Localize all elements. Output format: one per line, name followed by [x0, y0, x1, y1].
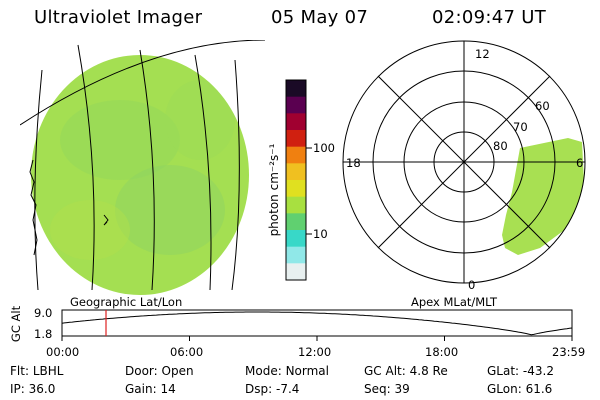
info-gc-alt: GC Alt: 4.8 Re	[364, 364, 448, 378]
colorbar-swatch	[286, 163, 306, 181]
mlt-label-0: 0	[468, 278, 476, 292]
mlat-label-80: 80	[493, 139, 508, 153]
info-seq: Seq: 39	[364, 382, 410, 396]
info-ip: IP: 36.0	[10, 382, 56, 396]
info-door: Door: Open	[125, 364, 194, 378]
altitude-xtick-1800: 18:00	[425, 345, 459, 359]
altitude-ylabel: GC Alt	[9, 305, 23, 343]
colorbar-gradient	[286, 80, 306, 281]
altitude-xtick-0600: 06:00	[170, 345, 204, 359]
colorbar-swatch	[286, 213, 306, 231]
colorbar-unit-label: photon cm⁻²s⁻¹	[267, 143, 281, 237]
disk-texture	[50, 80, 235, 260]
altitude-curve	[61, 311, 573, 336]
mlat-label-70: 70	[513, 120, 528, 134]
colorbar-swatch	[286, 263, 306, 281]
colorbar-swatch	[286, 196, 306, 214]
left-panel-caption: Geographic Lat/Lon	[70, 295, 183, 309]
colorbar-tick-label-100: 100	[313, 141, 335, 155]
geo-grid-lines	[20, 40, 265, 290]
colorbar-frame	[285, 79, 307, 281]
colorbar-swatch	[286, 246, 306, 264]
info-glat: GLat: -43.2	[487, 364, 554, 378]
mlt-label-18: 18	[346, 156, 361, 170]
colorbar-swatch	[286, 96, 306, 114]
altitude-ytick-bottom: 1.8	[34, 327, 53, 341]
info-glon: GLon: 61.6	[487, 382, 553, 396]
colorbar-swatch	[286, 113, 306, 131]
info-mode: Mode: Normal	[245, 364, 329, 378]
mlt-label-6: 6	[576, 156, 584, 170]
info-gain: Gain: 14	[125, 382, 176, 396]
altitude-xtick-1200: 12:00	[298, 345, 332, 359]
instrument-title: Ultraviolet Imager	[34, 7, 203, 28]
altitude-xtick-0000: 00:00	[46, 345, 80, 359]
altitude-xtick-2359: 23:59	[552, 345, 586, 359]
geographic-image-panel	[20, 40, 265, 295]
colorbar-swatch	[286, 80, 306, 98]
mlt-label-12: 12	[475, 47, 490, 61]
polar-image-panel	[342, 40, 586, 284]
colorbar-swatch	[286, 146, 306, 164]
coastline	[29, 159, 109, 256]
altitude-ytick-top: 9.0	[34, 306, 53, 320]
observation-date: 05 May 07	[271, 7, 369, 28]
info-flt: Flt: LBHL	[10, 364, 64, 378]
altitude-plot-frame	[61, 309, 573, 337]
colorbar-swatch	[286, 180, 306, 198]
mlat-label-60: 60	[535, 99, 550, 113]
right-panel-caption: Apex MLat/MLT	[411, 295, 498, 309]
colorbar-swatch	[286, 230, 306, 248]
altitude-plot	[61, 309, 573, 341]
info-dsp: Dsp: -7.4	[245, 382, 300, 396]
polar-emission-region	[502, 138, 585, 255]
observation-time: 02:09:47 UT	[432, 7, 547, 28]
colorbar-tick-label-10: 10	[313, 227, 328, 241]
polar-grid	[342, 40, 586, 284]
colorbar	[285, 79, 312, 281]
altitude-x-ticks	[61, 336, 573, 341]
colorbar-swatch	[286, 130, 306, 148]
